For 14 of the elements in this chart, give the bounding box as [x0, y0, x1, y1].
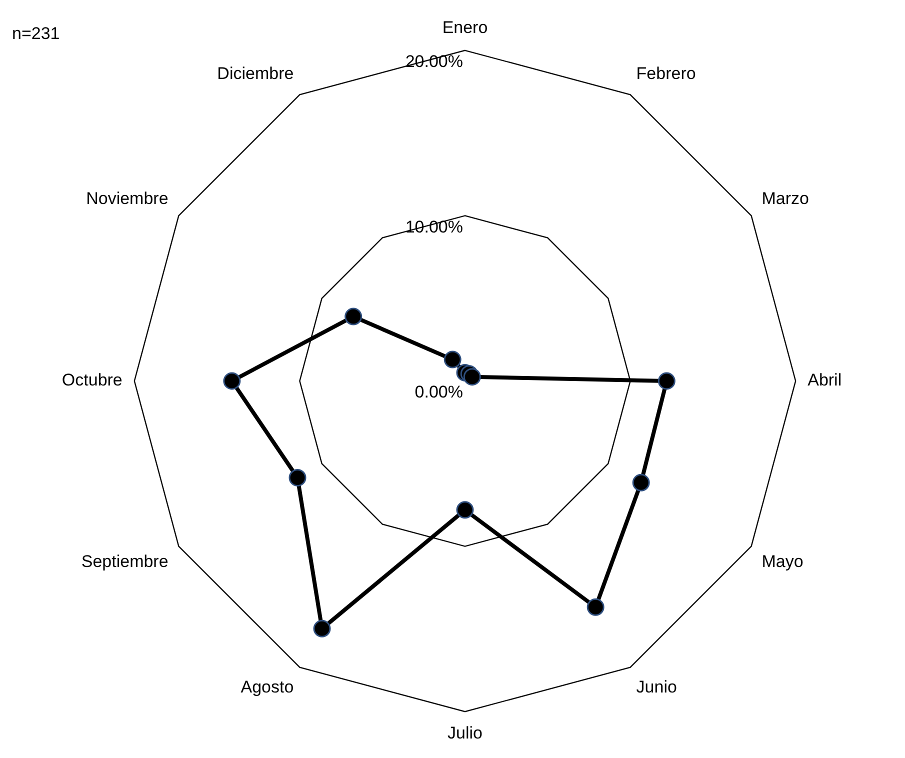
spoke-label: Marzo	[762, 189, 809, 208]
spoke-label: Septiembre	[81, 552, 168, 572]
spoke-label: Junio	[636, 678, 677, 697]
spoke-label: Agosto	[240, 678, 294, 697]
spoke-label: Febrero	[636, 64, 696, 83]
spoke-label: Octubre	[62, 370, 122, 390]
spoke-label: Enero	[442, 18, 488, 37]
spoke-label: Mayo	[762, 552, 804, 572]
spoke-label: Diciembre	[217, 64, 294, 83]
spoke-label: Noviembre	[86, 189, 168, 208]
text: n=231	[12, 24, 60, 44]
spoke-label: Abril	[808, 370, 842, 390]
spoke-label: Julio	[448, 723, 482, 742]
y-tick-label: 0.00%	[414, 382, 463, 402]
